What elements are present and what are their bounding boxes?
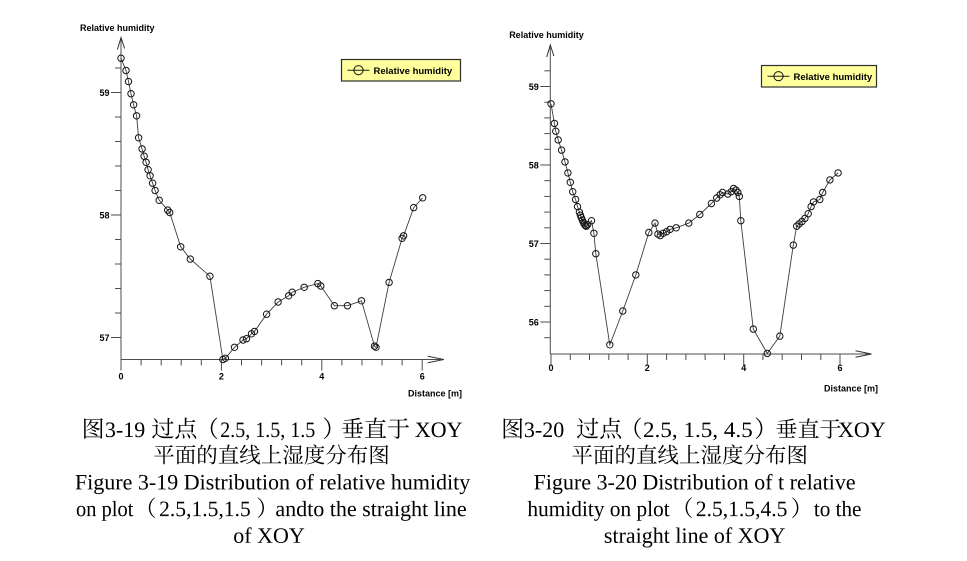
svg-text:59: 59 xyxy=(99,88,109,98)
svg-text:Distance [m]: Distance [m] xyxy=(408,389,462,399)
svg-text:Relative humidity: Relative humidity xyxy=(80,23,155,33)
svg-text:59: 59 xyxy=(529,82,539,92)
svg-text:57: 57 xyxy=(99,333,109,343)
svg-text:2: 2 xyxy=(645,363,650,373)
svg-text:Relative humidity: Relative humidity xyxy=(509,30,584,40)
svg-text:Distance [m]: Distance [m] xyxy=(824,384,878,394)
svg-text:0: 0 xyxy=(118,372,123,382)
svg-text:58: 58 xyxy=(529,160,539,170)
svg-text:6: 6 xyxy=(420,372,425,382)
svg-text:2: 2 xyxy=(219,372,224,382)
svg-text:0: 0 xyxy=(548,363,553,373)
svg-text:Relative humidity: Relative humidity xyxy=(794,72,873,83)
svg-text:6: 6 xyxy=(837,363,842,373)
svg-text:4: 4 xyxy=(319,372,324,382)
svg-text:Relative humidity: Relative humidity xyxy=(374,66,453,77)
svg-text:4: 4 xyxy=(741,363,746,373)
svg-text:57: 57 xyxy=(529,239,539,249)
svg-text:58: 58 xyxy=(99,210,109,220)
svg-text:56: 56 xyxy=(529,317,539,327)
